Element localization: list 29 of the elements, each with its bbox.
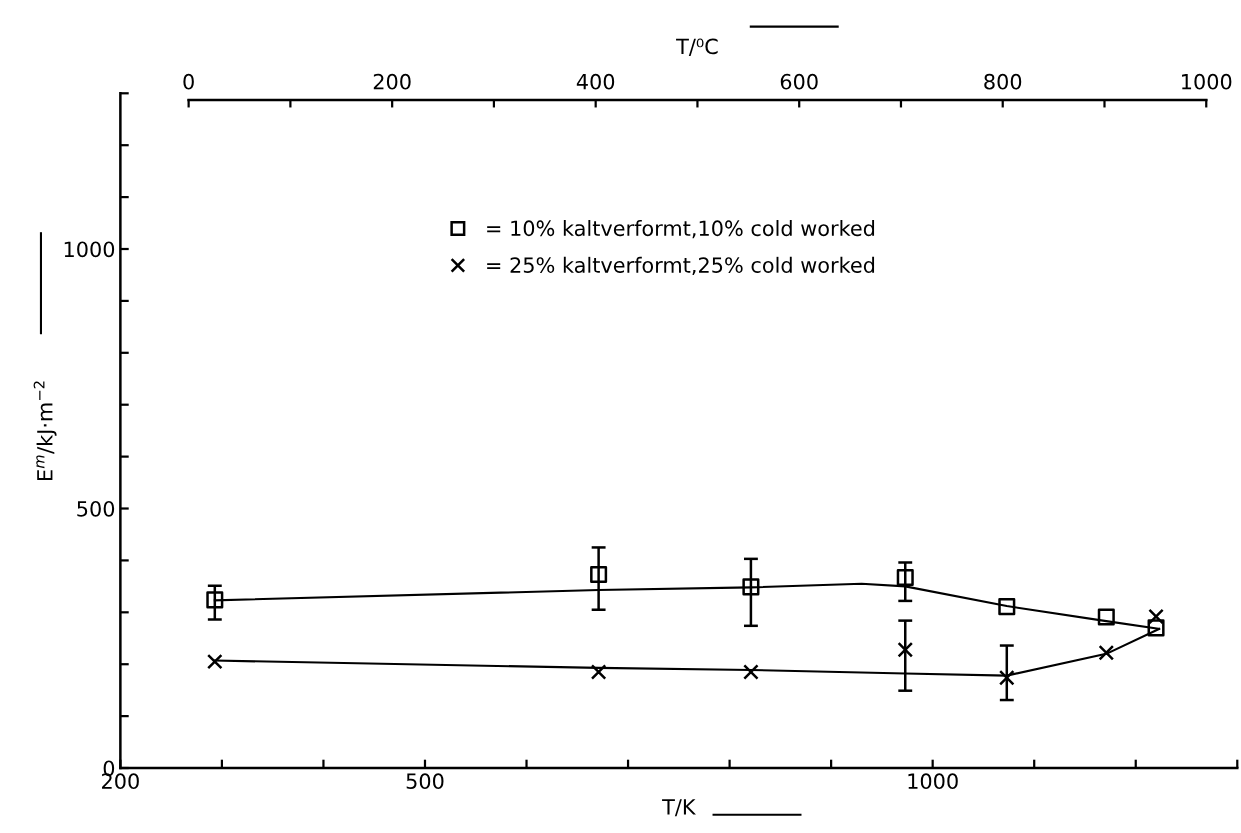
x-axis-title: T/K (662, 799, 696, 817)
point (1148, 608, 1164, 625)
x2-tick-label: 0 (183, 73, 194, 90)
point (590, 664, 607, 680)
x2-tick-label: 600 (780, 73, 818, 90)
point (743, 664, 759, 680)
point (1147, 619, 1165, 637)
point (998, 598, 1016, 616)
legend-label: = 10% kaltverformt,10% cold worked (487, 220, 875, 239)
point (896, 569, 914, 587)
point (998, 669, 1015, 686)
point (590, 565, 608, 583)
point (1097, 608, 1115, 626)
x2-tick-label: 800 (984, 73, 1022, 90)
legend-label: = 25% kaltverformt,25% cold worked (487, 256, 875, 276)
point (897, 641, 914, 658)
point (206, 591, 224, 609)
x2-tick-label: 400 (576, 73, 615, 90)
x2-axis-title: T/⁰C (676, 38, 718, 56)
y-tick-label: 1000 (64, 241, 115, 258)
x2-tick-label: 200 (373, 73, 411, 90)
x-tick-label: 1000 (908, 773, 958, 790)
point (1098, 644, 1115, 661)
x-tick-label: 500 (406, 773, 444, 790)
point (206, 653, 223, 670)
x2-tick-label: 1000 (1182, 73, 1232, 90)
y-tick-label: 500 (77, 500, 115, 517)
y-axis-title: E$^{m}$/kJ·m$^{−2}$ (33, 381, 57, 480)
point (742, 578, 760, 596)
